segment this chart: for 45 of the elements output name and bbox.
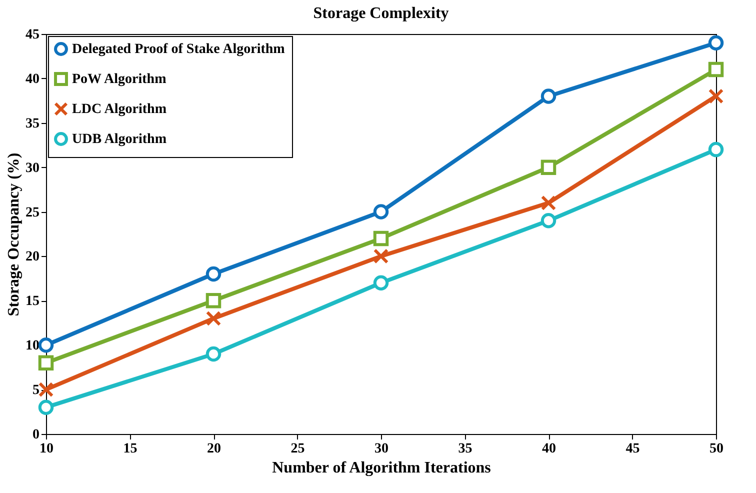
x-tick-label: 15 [123, 442, 138, 456]
legend-label: UDB Algorithm [72, 132, 167, 147]
point [708, 142, 724, 158]
x-tick-label: 25 [290, 442, 305, 456]
legend-label: PoW Algorithm [72, 72, 167, 87]
point [708, 35, 724, 50]
point [373, 230, 389, 246]
legend-label: LDC Algorithm [72, 102, 167, 117]
y-tick-label: 20 [26, 250, 40, 265]
point [206, 266, 222, 282]
x-tick-label: 20 [207, 442, 221, 456]
point [540, 160, 556, 175]
y-tick-label: 5 [32, 383, 40, 398]
point [373, 275, 389, 290]
y-tick-label: 0 [32, 428, 40, 442]
point [206, 293, 222, 308]
x-tick-label: 45 [626, 442, 640, 456]
chart-title: Storage Complexity [313, 5, 449, 22]
x-tick-label: 50 [710, 442, 724, 456]
y-tick-label: 25 [26, 205, 40, 220]
x-tick-label: 30 [374, 442, 388, 456]
point [540, 195, 556, 211]
point [708, 88, 724, 104]
y-tick-label: 35 [26, 116, 40, 132]
y-tick-label: 10 [26, 338, 40, 354]
point [373, 204, 389, 220]
point [38, 355, 54, 371]
x-tick-label: 35 [458, 442, 472, 456]
y-axis-title: Storage Occupancy (%) [6, 152, 22, 316]
point [38, 382, 54, 398]
point [708, 62, 724, 78]
point [38, 400, 54, 415]
legend-label: Delegated Proof of Stake Algorithm [72, 42, 286, 57]
y-tick-label: 15 [26, 294, 40, 310]
x-axis-title: Number of Algorithm Iterations [272, 460, 491, 476]
x-tick-label: 40 [542, 442, 556, 456]
y-tick-label: 45 [26, 28, 40, 42]
point [206, 310, 222, 326]
point [373, 248, 389, 264]
y-tick-label: 40 [26, 72, 40, 87]
point [206, 346, 222, 362]
point [540, 213, 556, 228]
point [540, 88, 556, 104]
y-tick-label: 30 [26, 160, 40, 176]
point [38, 338, 54, 353]
